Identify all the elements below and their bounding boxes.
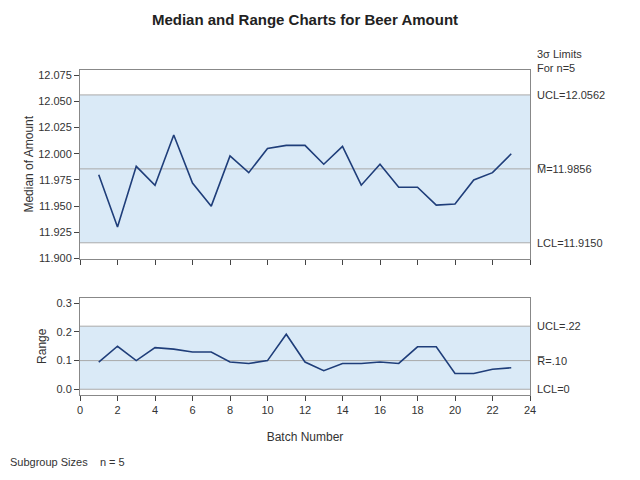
svg-text:12.000: 12.000: [38, 148, 72, 160]
svg-text:2: 2: [114, 404, 120, 416]
svg-text:12.050: 12.050: [38, 95, 72, 107]
svg-text:8: 8: [227, 404, 233, 416]
svg-text:LCL=0: LCL=0: [537, 383, 570, 395]
svg-text:24: 24: [524, 404, 536, 416]
svg-text:0.2: 0.2: [57, 326, 72, 338]
svg-text:Median of Amount: Median of Amount: [22, 115, 36, 212]
svg-text:18: 18: [411, 404, 423, 416]
svg-text:10: 10: [261, 404, 273, 416]
svg-text:0: 0: [77, 404, 83, 416]
svg-text:20: 20: [449, 404, 461, 416]
svg-text:R̅=.10: R̅=.10: [537, 355, 567, 367]
svg-text:Batch Number: Batch Number: [267, 430, 344, 444]
svg-text:3σ LimitsFor n=5: 3σ LimitsFor n=5: [537, 48, 582, 74]
svg-text:12.075: 12.075: [38, 69, 72, 81]
svg-text:22: 22: [486, 404, 498, 416]
svg-text:16: 16: [374, 404, 386, 416]
svg-text:Median and Range Charts for Be: Median and Range Charts for Beer Amount: [152, 11, 458, 28]
svg-text:4: 4: [152, 404, 158, 416]
svg-text:UCL=.22: UCL=.22: [537, 320, 581, 332]
svg-text:M̅=11.9856: M̅=11.9856: [537, 163, 592, 175]
svg-text:0.0: 0.0: [57, 383, 72, 395]
svg-text:UCL=12.0562: UCL=12.0562: [537, 89, 605, 101]
svg-text:11.950: 11.950: [39, 200, 72, 212]
svg-text:Subgroup Sizes n = 5: Subgroup Sizes n = 5: [10, 456, 125, 468]
svg-text:14: 14: [336, 404, 348, 416]
svg-text:Range: Range: [35, 328, 49, 364]
svg-text:6: 6: [189, 404, 195, 416]
svg-text:LCL=11.9150: LCL=11.9150: [537, 237, 603, 249]
svg-text:0.1: 0.1: [57, 354, 72, 366]
svg-text:12.025: 12.025: [38, 121, 72, 133]
svg-text:0.3: 0.3: [57, 297, 72, 309]
svg-text:11.900: 11.900: [39, 252, 72, 264]
svg-text:11.975: 11.975: [39, 174, 72, 186]
svg-text:12: 12: [299, 404, 311, 416]
svg-text:11.925: 11.925: [39, 226, 72, 238]
